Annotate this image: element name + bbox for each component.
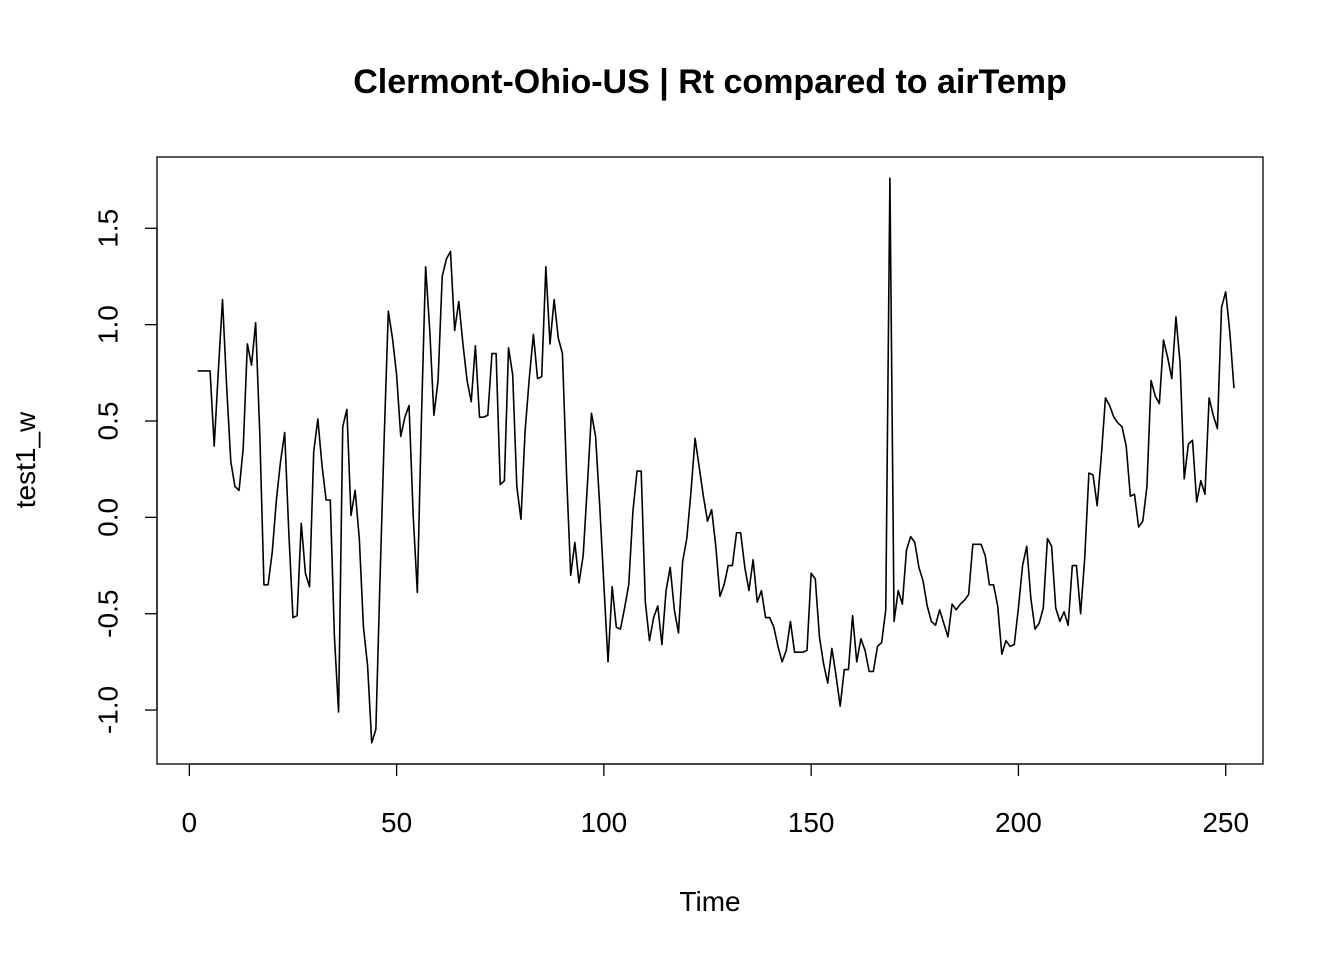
- series-line: [197, 177, 1235, 744]
- x-tick-label: 0: [182, 807, 198, 838]
- y-tick-label: 0.0: [92, 498, 123, 537]
- x-tick-label: 150: [788, 807, 835, 838]
- x-tick-label: 100: [581, 807, 628, 838]
- y-tick-label: -1.0: [92, 686, 123, 734]
- plot-frame: [156, 156, 1264, 765]
- y-axis-label: test1_w: [10, 411, 41, 508]
- y-tick-label: 0.5: [92, 402, 123, 441]
- chart-title: Clermont-Ohio-US | Rt compared to airTem…: [353, 63, 1067, 101]
- x-tick-label: 200: [995, 807, 1042, 838]
- x-axis-label: Time: [679, 886, 740, 917]
- x-tick-label: 50: [381, 807, 412, 838]
- x-tick-label: 250: [1202, 807, 1249, 838]
- y-axis: -1.0 -0.5 0.0 0.5 1.0 1.5: [92, 209, 158, 734]
- y-tick-label: 1.5: [92, 209, 123, 248]
- y-tick-label: 1.0: [92, 305, 123, 344]
- x-axis: 0 50 100 150 200 250: [182, 763, 1249, 838]
- y-tick-label: -0.5: [92, 590, 123, 638]
